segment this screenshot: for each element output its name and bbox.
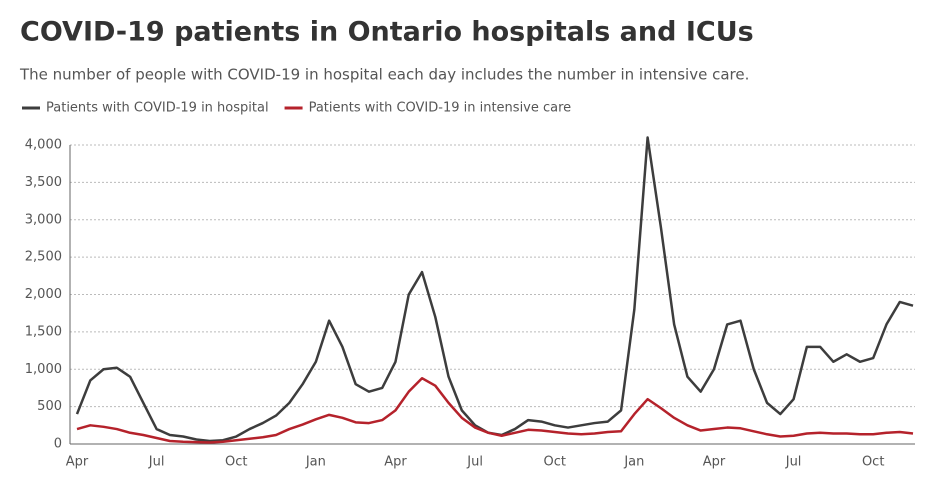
series-line — [75, 136, 914, 443]
y-tick-label: 2,500 — [25, 250, 62, 265]
legend-label: Patients with COVID-19 in hospital — [46, 101, 269, 116]
x-tick-label: Jan — [623, 455, 644, 470]
legend-label: Patients with COVID-19 in intensive care — [309, 101, 572, 116]
x-tick-label: Apr — [66, 455, 89, 470]
y-tick-label: 2,000 — [25, 287, 62, 302]
x-tick-label: Jan — [305, 455, 326, 470]
y-tick-label: 0 — [54, 437, 62, 452]
y-tick-label: 1,500 — [25, 324, 62, 339]
x-tick-label: Jul — [466, 455, 483, 470]
x-tick-label: Jul — [148, 455, 165, 470]
x-tick-label: Apr — [703, 455, 726, 470]
y-tick-label: 3,000 — [25, 212, 62, 227]
y-tick-label: 4,000 — [25, 138, 62, 153]
x-tick-label: Oct — [543, 455, 565, 470]
series-line — [76, 376, 914, 444]
y-tick-label: 3,500 — [25, 175, 62, 190]
x-tick-label: Oct — [225, 455, 247, 470]
y-tick-label: 1,000 — [25, 362, 62, 377]
chart-subtitle: The number of people with COVID-19 in ho… — [19, 66, 749, 84]
x-tick-label: Apr — [384, 455, 407, 470]
chart-title: COVID-19 patients in Ontario hospitals a… — [20, 17, 754, 48]
y-tick-label: 500 — [37, 399, 62, 414]
x-tick-label: Oct — [862, 455, 884, 470]
x-tick-label: Jul — [785, 455, 802, 470]
